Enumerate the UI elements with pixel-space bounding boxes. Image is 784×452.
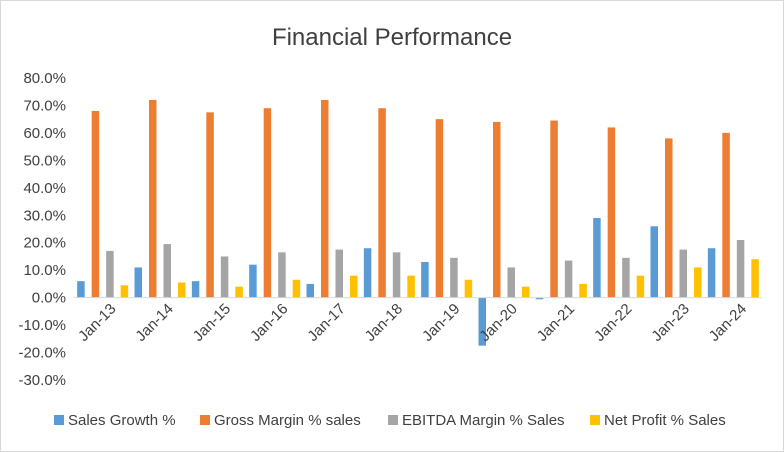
bar [91,110,100,298]
bar [593,218,601,298]
legend-label: Gross Margin % sales [214,412,361,429]
bar [335,249,343,298]
bar [435,119,444,298]
bar [607,127,616,298]
bar [249,264,257,298]
bar [134,267,142,298]
bar [636,275,645,298]
bar [450,257,458,298]
y-tick-label: -30.0% [18,372,66,389]
bar [679,249,687,298]
bar [722,132,730,298]
bar [292,279,301,298]
bar [751,259,759,298]
bar [378,108,386,298]
bar [507,267,515,298]
bar [622,257,630,298]
bar [493,121,501,298]
bar [106,250,114,298]
bar [321,99,329,298]
bar [120,285,129,298]
y-tick-label: 50.0% [23,152,66,169]
y-tick-label: 70.0% [23,97,66,114]
y-tick-label: 10.0% [23,262,66,279]
bar [149,99,157,298]
legend-swatch [200,415,210,425]
bar [163,244,171,298]
bar [77,281,85,298]
bar [235,286,243,298]
bar [278,252,286,298]
bar [522,286,530,298]
bar [550,120,558,298]
legend-label: EBITDA Margin % Sales [402,412,565,429]
legend-label: Net Profit % Sales [604,412,726,429]
bar [564,260,573,298]
bar [535,297,544,300]
bar [206,112,214,298]
legend: Sales Growth % Gross Margin % sales EBITDA… [54,412,726,429]
bar [263,108,272,298]
y-axis-ticks: 80.0% 70.0% 60.0% 50.0% 40.0% 30.0% 20.0% 10.0%… [18,70,66,389]
y-tick-label: 80.0% [23,70,66,87]
bar [579,283,587,298]
bar [220,256,229,298]
legend-swatch [590,415,600,425]
bar [421,261,429,298]
bar [736,239,745,298]
bars [77,99,759,346]
legend-swatch [54,415,64,425]
bar [650,226,658,298]
bar [363,248,372,298]
bar [707,248,716,298]
bar [392,252,401,298]
y-tick-label: 30.0% [23,207,66,224]
y-tick-label: 60.0% [23,125,66,142]
bar [665,138,673,298]
legend-swatch [388,415,398,425]
bar [407,275,415,298]
bar [464,279,473,298]
chart-title: Financial Performance [272,24,512,51]
bar [191,281,200,298]
legend-label: Sales Growth % [68,412,176,429]
y-tick-label: 40.0% [23,180,66,197]
bar [178,282,186,298]
bar [350,275,358,298]
bar [694,267,702,298]
y-tick-label: -20.0% [18,345,66,362]
bar [478,297,486,346]
y-tick-label: -10.0% [18,317,66,334]
y-tick-label: 20.0% [23,235,66,252]
y-tick-label: 0.0% [32,290,66,307]
bar [306,283,314,298]
